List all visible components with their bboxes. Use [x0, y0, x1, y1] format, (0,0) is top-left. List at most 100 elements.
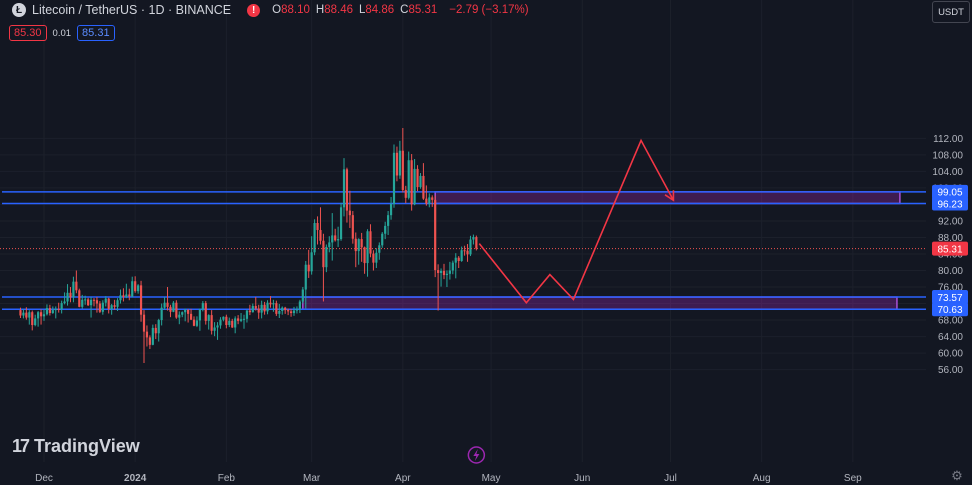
candle-body [87, 299, 90, 306]
candle-body [301, 289, 304, 302]
candle-body [116, 300, 119, 307]
candle [457, 256, 460, 269]
candle [195, 316, 199, 328]
candle [242, 314, 246, 329]
candle [469, 235, 472, 257]
candle [363, 246, 366, 274]
candle-body [175, 302, 178, 318]
candle-body [154, 327, 157, 334]
candle [128, 288, 131, 301]
candle [225, 314, 228, 329]
candle [354, 232, 357, 268]
candle [331, 213, 334, 261]
close-label: C [400, 4, 409, 16]
candle [348, 190, 351, 228]
candle-body [401, 150, 404, 190]
candle-body [137, 285, 140, 292]
candle [31, 310, 34, 331]
candle-body [460, 250, 463, 262]
candle-body [342, 169, 346, 208]
candle-body [313, 223, 316, 253]
candle-body [184, 309, 187, 313]
candle [272, 299, 275, 312]
events-marker[interactable] [467, 446, 486, 464]
candle [57, 302, 60, 313]
time-tick-label: Jul [664, 473, 677, 484]
price-label-last-price: 85.31 [937, 244, 962, 255]
candle [278, 303, 281, 318]
litecoin-icon[interactable]: Ł [12, 3, 26, 17]
candle [442, 263, 446, 280]
candle [266, 300, 269, 315]
chart-grid [0, 0, 926, 462]
candle [157, 318, 160, 342]
candle-body [419, 175, 422, 188]
candle-body [295, 309, 299, 311]
candle [239, 313, 243, 323]
candle [281, 306, 284, 315]
candle-body [339, 207, 343, 240]
candle [204, 301, 207, 325]
candle [407, 151, 410, 200]
candle [307, 249, 310, 278]
projection-arrowhead [664, 190, 675, 202]
candle-body [392, 152, 396, 205]
buy-button[interactable]: 85.31 [77, 25, 115, 41]
candle [101, 300, 104, 315]
candle [369, 224, 372, 258]
candle-body [234, 318, 237, 328]
candle-body [351, 215, 354, 239]
time-tick-label: 2024 [124, 473, 147, 484]
candle-body [451, 262, 454, 271]
candle-body [181, 312, 184, 315]
candle-body [413, 168, 416, 205]
candle [301, 287, 304, 304]
sell-button[interactable]: 85.30 [9, 25, 47, 41]
currency-button[interactable]: USDT [932, 1, 970, 23]
candle-body [228, 320, 231, 326]
low-label: L [358, 4, 366, 16]
candle-body [25, 312, 28, 318]
candle-body [69, 292, 72, 298]
candle [372, 250, 375, 271]
candle-body [348, 210, 351, 216]
candle [154, 324, 157, 340]
candle-body [219, 319, 222, 326]
tradingview-logo[interactable]: 17 TradingView [12, 436, 140, 457]
candle [437, 264, 440, 311]
candle-body [331, 235, 334, 243]
candle-body [198, 309, 201, 321]
price-label-box [932, 184, 968, 199]
candle [95, 296, 99, 313]
candle [404, 185, 407, 204]
candle-body [28, 312, 31, 318]
candle [275, 300, 278, 316]
candle [334, 228, 337, 242]
candle-body [360, 239, 363, 248]
settings-gear-icon[interactable]: ⚙ [951, 468, 963, 483]
time-tick-label: Jun [574, 473, 590, 484]
candle-body [95, 300, 99, 304]
candle [284, 306, 287, 314]
candle [89, 296, 93, 318]
candle [169, 304, 172, 318]
candle [322, 233, 325, 302]
alert-icon[interactable]: ! [247, 3, 261, 17]
zones-layer [302, 191, 901, 310]
candle [295, 306, 299, 314]
symbol-title[interactable]: Litecoin / TetherUS · 1D · BINANCE [32, 3, 232, 17]
candle-body [213, 327, 216, 331]
time-axis[interactable]: Dec 2024 Feb Mar Apr May Jun Jul Aug Sep [35, 473, 862, 484]
price-tick-label: 112.00 [933, 134, 963, 145]
candle [251, 303, 254, 313]
candle [113, 299, 116, 310]
candle-body [378, 245, 381, 253]
candle-body [237, 318, 240, 321]
candle [172, 301, 175, 313]
candle [189, 308, 193, 321]
candle-body [139, 285, 143, 315]
candle [72, 276, 75, 303]
candle-body [369, 231, 372, 254]
candle [198, 308, 201, 331]
